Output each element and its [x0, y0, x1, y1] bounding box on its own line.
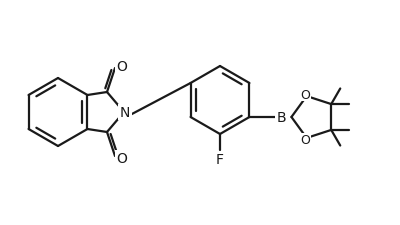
Text: N: N — [120, 106, 130, 119]
Text: O: O — [301, 88, 310, 101]
Text: O: O — [116, 151, 128, 165]
Text: O: O — [301, 134, 310, 147]
Text: O: O — [116, 60, 128, 74]
Text: B: B — [277, 110, 286, 124]
Text: F: F — [216, 152, 224, 166]
